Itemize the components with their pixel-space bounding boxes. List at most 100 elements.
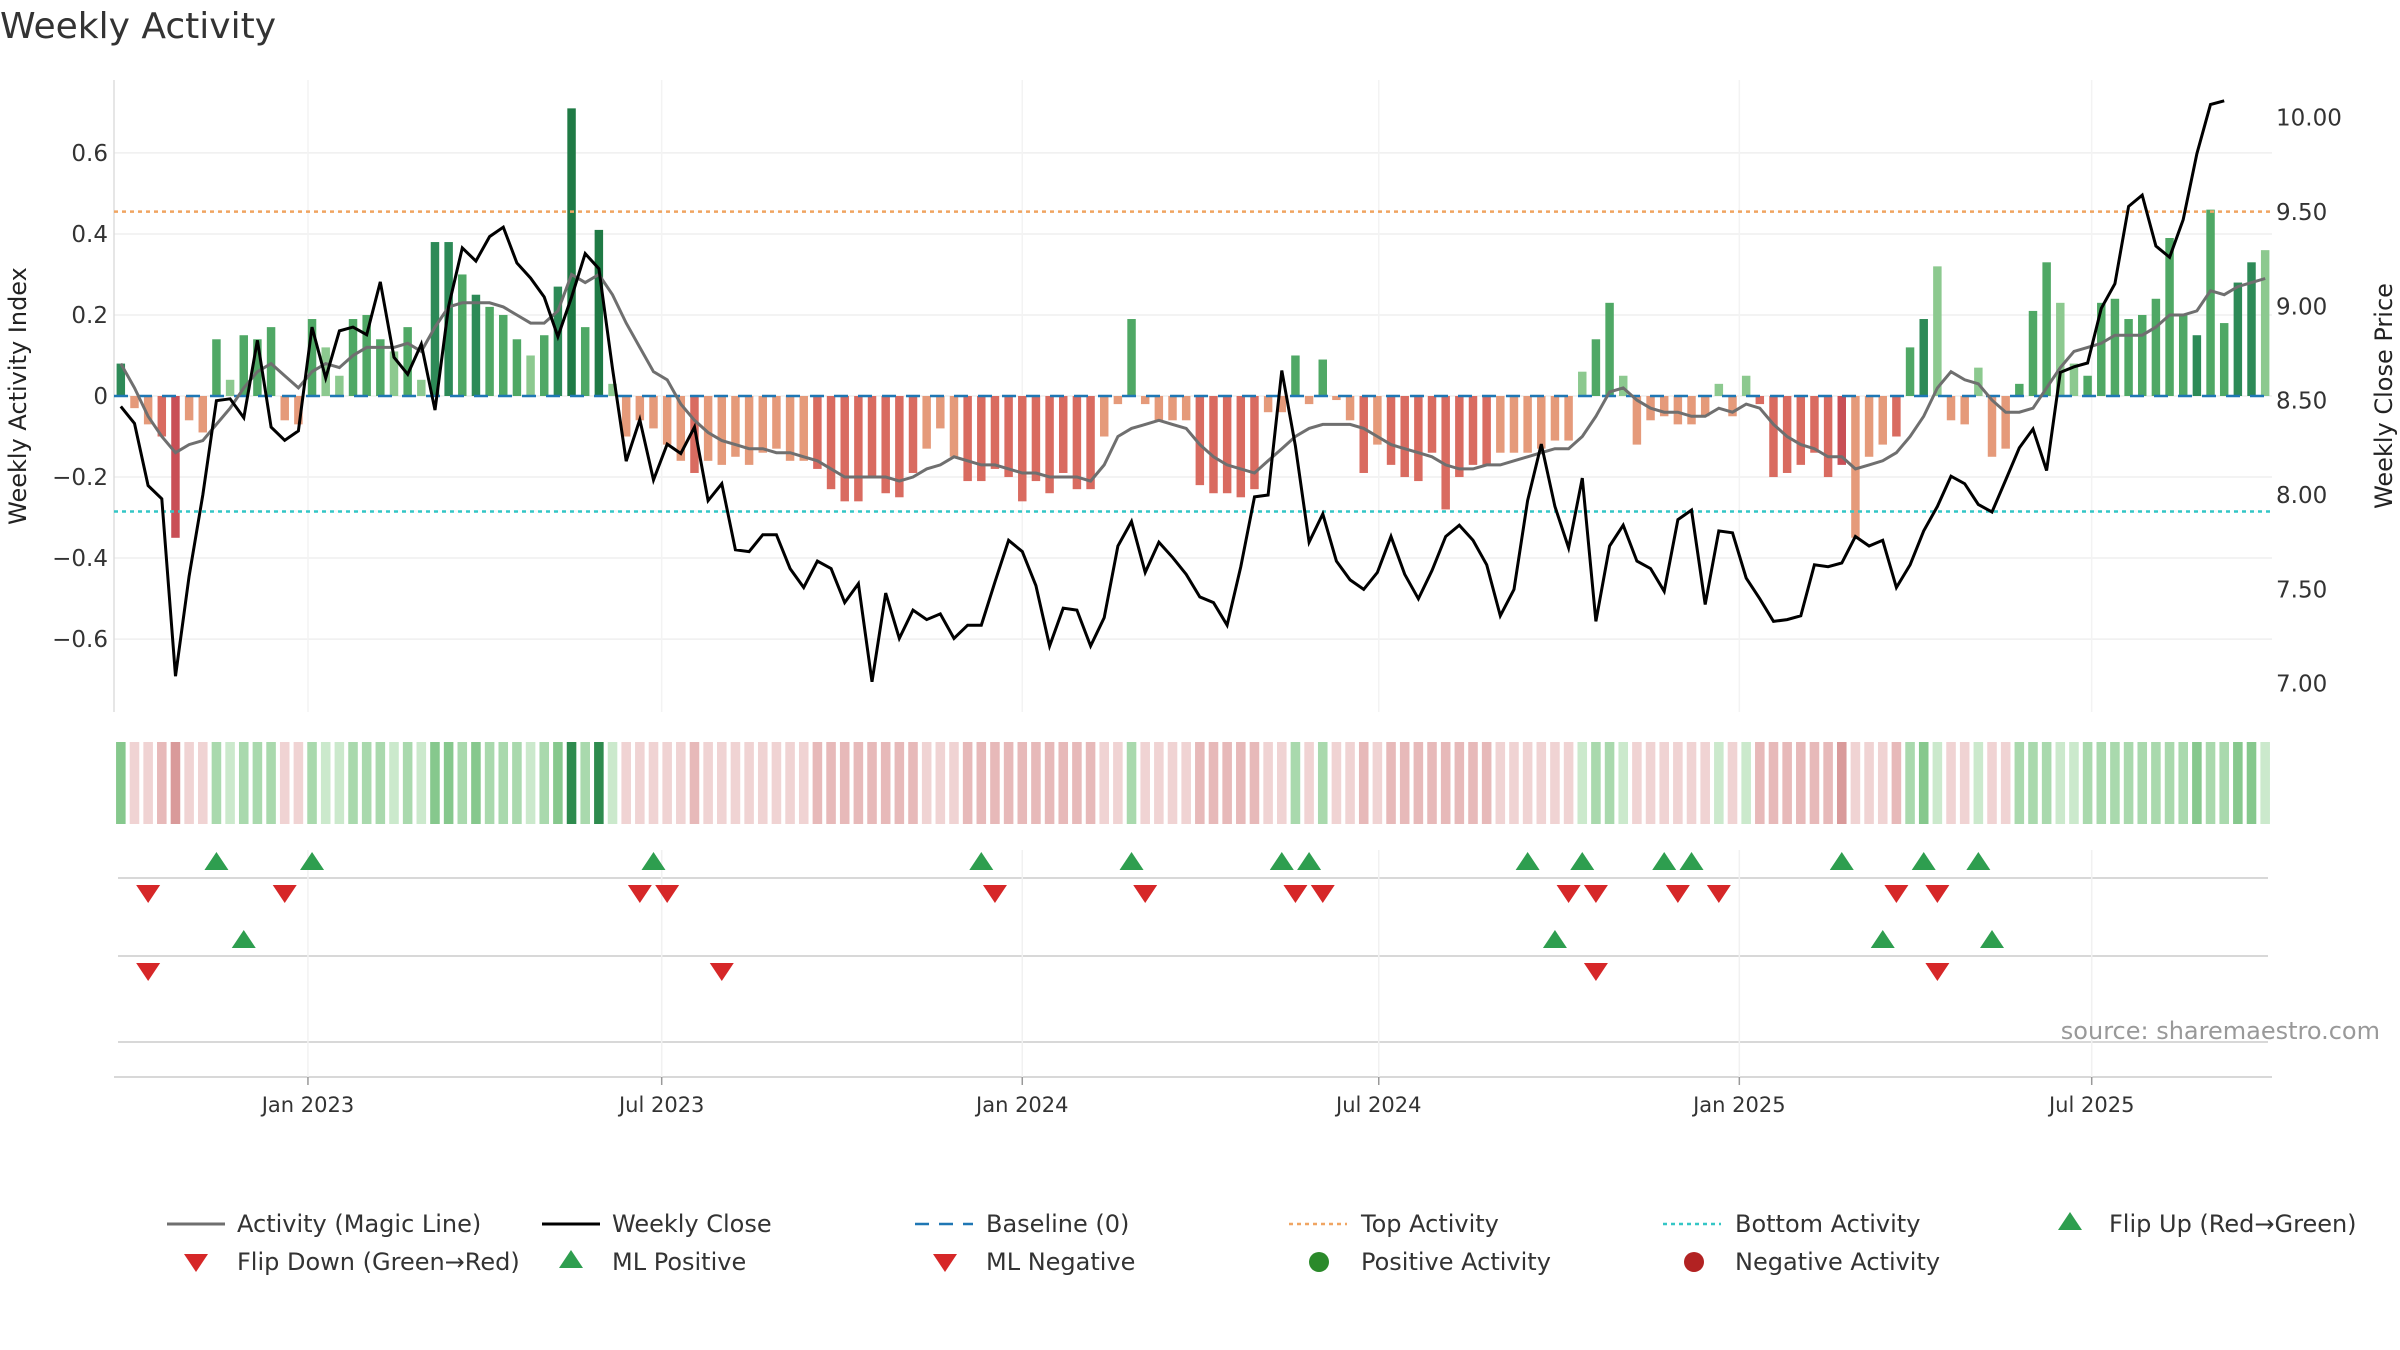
strip-cell [1809,742,1820,824]
strip-cell [1591,742,1601,824]
activity-bar [2001,396,2010,449]
activity-bar [1782,396,1792,473]
strip-cell [1468,742,1478,824]
ml-positive-marker [1870,930,1895,948]
strip-cell [1959,742,1970,824]
activity-bar [225,379,235,396]
strip-cell [1386,742,1396,824]
activity-strip [116,742,2270,824]
right-tick-label: 9.00 [2276,294,2327,320]
legend-swatch-positive-activity [1309,1252,1329,1272]
strip-cell [1017,742,1028,824]
activity-bar [881,396,890,494]
strip-cell [1645,742,1656,824]
strip-cell [2192,742,2202,824]
activity-bar [772,396,781,449]
activity-bar [731,396,740,457]
flip-down-marker [1310,885,1335,903]
ml-negative-marker [1925,963,1950,981]
strip-cell [143,742,153,824]
strip-cell [2219,742,2229,824]
activity-bar [813,396,822,469]
strip-cell [211,742,222,824]
activity-bar [1359,396,1368,473]
strip-cell [252,742,263,824]
left-tick-label: −0.4 [52,546,108,572]
strip-cell [785,742,795,824]
right-axis-label: Weekly Close Price [2370,283,2398,509]
strip-cell [553,742,563,824]
strip-cell [293,742,304,824]
activity-bar [1687,396,1696,425]
activity-bar [785,396,795,461]
activity-bar [1373,396,1382,445]
x-tick-label: Jul 2023 [617,1093,704,1117]
legend-label-baseline: Baseline (0) [986,1210,1129,1238]
activity-bar [1919,319,1928,396]
activity-bar [1728,396,1737,417]
activity-bar [621,396,631,437]
activity-bar [335,375,344,396]
strip-cell [484,742,495,824]
ml-positive-marker [231,930,256,948]
strip-cell [1714,742,1724,824]
activity-bar [1905,347,1915,396]
activity-bar [1386,396,1396,465]
activity-bar [1031,396,1041,482]
activity-bar [1427,396,1437,453]
strip-cell [757,742,768,824]
activity-bar [1332,396,1341,401]
flip-down-marker [1133,885,1158,903]
activity-bar [362,314,371,396]
strip-cell [1973,742,1984,824]
strip-cell [1673,742,1683,824]
activity-bar [1181,396,1191,421]
strip-cell [1195,742,1205,824]
ml-negative-marker [136,963,161,981]
flip-up-marker [1570,852,1595,870]
strip-cell [1946,742,1956,824]
activity-bar [922,396,931,449]
right-tick-label: 7.00 [2276,672,2327,698]
legend-swatch-ml-negative [933,1254,957,1272]
strip-cell [1222,742,1232,824]
strip-cell [1877,742,1888,824]
activity-bar [908,396,918,473]
activity-bar [567,108,576,396]
strip-cell [307,742,317,824]
activity-bar [2247,262,2256,396]
activity-bar [526,355,535,396]
flip-down-marker [1925,885,1950,903]
strip-cell [2205,742,2216,824]
strip-cell [921,742,932,824]
strip-cell [1044,742,1055,824]
activity-bar [1878,396,1887,445]
strip-cell [580,742,590,824]
activity-bar [1605,302,1614,396]
strip-cell [1850,742,1861,824]
chart-title: Weekly Activity [0,6,276,47]
activity-bar [895,396,904,498]
activity-bar [2056,302,2065,396]
signal-panel [118,850,2268,1077]
activity-bar [1578,371,1587,396]
activity-bar [1810,396,1819,453]
flip-down-marker [1706,885,1731,903]
flip-down-marker [1556,885,1581,903]
strip-cell [1304,742,1314,824]
strip-cell [1932,742,1943,824]
legend-item-magic-line: Activity (Magic Line) [167,1210,481,1238]
activity-bar [799,396,808,461]
strip-cell [648,742,659,824]
activity-bar [1960,396,1969,425]
activity-bar [1291,355,1300,396]
left-tick-label: 0.6 [71,141,108,167]
strip-cell [976,742,987,824]
strip-cell [867,742,877,824]
strip-cell [826,742,836,824]
flip-up-marker [204,852,229,870]
strip-cell [1263,742,1273,824]
activity-bar [403,327,412,396]
activity-bar [2110,298,2120,396]
activity-bar [1523,396,1532,453]
